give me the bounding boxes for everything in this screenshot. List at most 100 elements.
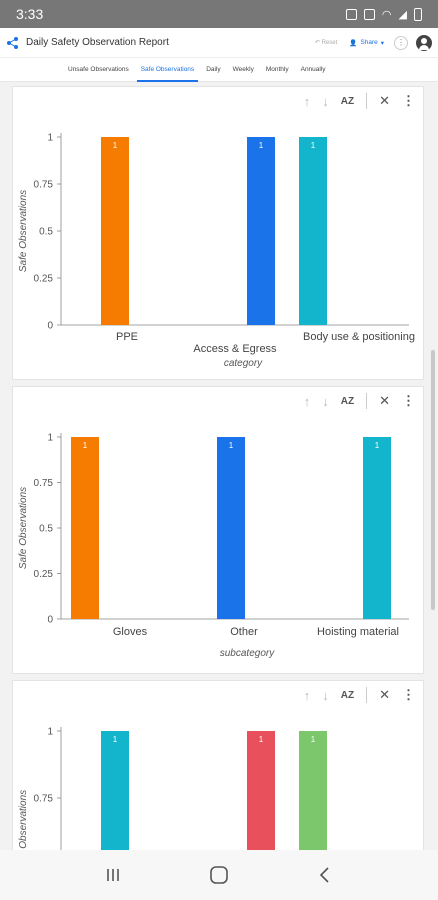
x-tick-label: Body use & positioning [303, 331, 415, 343]
x-tick-label: Gloves [113, 626, 148, 638]
status-icons: ◠ ◢ [345, 7, 422, 21]
filter-off-icon[interactable]: ✕ [379, 393, 390, 408]
x-tick-label: PPE [116, 331, 138, 343]
person-add-icon: 👤 [349, 39, 358, 47]
reset-button[interactable]: ↶ Reset [314, 40, 338, 46]
chart-card-category: ↑ ↓ AZ ✕ ⋮ 0 0.25 0.5 0.75 1 Safe Observation… [12, 86, 424, 380]
y-tick-label: 0.75 [34, 478, 54, 489]
share-button[interactable]: 👤 Share ▾ [349, 39, 384, 47]
arrow-down-icon[interactable]: ↓ [322, 93, 329, 109]
bar [247, 731, 275, 850]
arrow-down-icon[interactable]: ↓ [322, 687, 329, 703]
account-icon[interactable] [416, 34, 432, 51]
notification-icon [363, 8, 375, 20]
filter-off-icon[interactable]: ✕ [379, 93, 390, 108]
y-tick-label: 0.75 [34, 180, 54, 191]
back-icon [319, 867, 329, 883]
bar-data-label: 1 [311, 735, 316, 744]
recent-apps-button[interactable] [98, 860, 128, 890]
tab-weekly[interactable]: Weekly [232, 66, 254, 73]
bar [299, 137, 327, 325]
bar-data-label: 1 [113, 735, 118, 744]
bar-chart-subcategory: 0 0.25 0.5 0.75 1 Safe Observations 1 1 1 Gloves O… [18, 433, 409, 659]
more-vert-icon[interactable]: ⋮ [402, 393, 415, 408]
arrow-up-icon[interactable]: ↑ [303, 393, 311, 409]
app-header: Daily Safety Observation Report ↶ Reset … [0, 28, 438, 58]
home-button[interactable] [204, 860, 234, 890]
bar [101, 137, 129, 325]
arrow-up-icon[interactable]: ↑ [303, 687, 311, 703]
bar [299, 731, 327, 850]
chart-toolbar: ↑ ↓ AZ ✕ ⋮ [304, 687, 415, 703]
status-time: 3:33 [16, 6, 44, 22]
y-tick-label: 1 [47, 433, 53, 444]
tab-daily[interactable]: Daily [206, 66, 221, 73]
status-bar: 3:33 ◠ ◢ [0, 0, 438, 28]
battery-icon [414, 7, 422, 21]
report-content[interactable]: ↑ ↓ AZ ✕ ⋮ 0 0.25 0.5 0.75 1 Safe Observation… [0, 82, 438, 850]
bar-data-label: 1 [375, 441, 380, 450]
y-tick-label: 1 [47, 133, 53, 144]
filter-off-icon[interactable]: ✕ [379, 687, 390, 702]
bar-data-label: 1 [259, 141, 264, 150]
bar-data-label: 1 [83, 441, 88, 450]
more-options-button[interactable]: ⋮ [394, 35, 408, 50]
chart-toolbar: ↑ ↓ AZ ✕ ⋮ [304, 393, 415, 409]
more-vert-icon[interactable]: ⋮ [402, 93, 415, 108]
arrow-up-icon[interactable]: ↑ [303, 93, 311, 109]
y-tick-label: 0 [47, 321, 53, 332]
tab-monthly[interactable]: Monthly [265, 66, 289, 73]
y-axis-label: Safe Observations [18, 487, 29, 569]
report-title: Daily Safety Observation Report [26, 37, 169, 48]
reset-label: Reset [321, 40, 338, 46]
toolbar-divider [366, 393, 368, 409]
y-tick-label: 0.5 [39, 227, 53, 238]
y-axis-label: Safe Observations [18, 190, 29, 272]
bar [217, 437, 245, 619]
sort-az-icon[interactable]: AZ [340, 95, 355, 107]
y-tick-label: 0.25 [34, 274, 54, 285]
x-tick-label: Access & Egress [193, 343, 277, 355]
page-tabs: Unsafe Observations Safe Observations Da… [0, 58, 438, 82]
system-nav-bar [0, 850, 438, 900]
recent-apps-icon [107, 869, 119, 881]
report-logo-icon [7, 36, 18, 49]
bar-chart-category: 0 0.25 0.5 0.75 1 Safe Observations 1 1 1 PPE Acce… [18, 133, 415, 370]
y-axis-label: Safe Observations [18, 790, 29, 850]
share-label: Share [360, 39, 378, 46]
chart-toolbar: ↑ ↓ AZ ✕ ⋮ [304, 93, 415, 109]
y-tick-label: 0.5 [39, 524, 53, 535]
tab-safe-observations[interactable]: Safe Observations [135, 58, 200, 82]
y-tick-label: 0 [47, 615, 53, 626]
tab-annually[interactable]: Annually [300, 66, 326, 73]
signal-icon: ◢ [398, 8, 407, 21]
tab-unsafe-observations[interactable]: Unsafe Observations [68, 66, 129, 73]
x-axis-label: category [224, 358, 263, 369]
y-tick-label: 0.75 [34, 794, 54, 805]
back-button[interactable] [310, 860, 340, 890]
y-tick-label: 1 [47, 727, 53, 738]
bar-data-label: 1 [113, 141, 118, 150]
x-tick-label: Other [230, 626, 258, 638]
bar [101, 731, 129, 850]
bar-data-label: 1 [229, 441, 234, 450]
bar [71, 437, 99, 619]
bar-data-label: 1 [259, 735, 264, 744]
toolbar-divider [366, 687, 368, 703]
bar [363, 437, 391, 619]
x-axis-label: subcategory [220, 648, 275, 659]
bar-data-label: 1 [311, 141, 316, 150]
home-icon [210, 866, 228, 884]
scrollbar[interactable] [431, 350, 435, 610]
sort-az-icon[interactable]: AZ [340, 395, 355, 407]
arrow-down-icon[interactable]: ↓ [322, 393, 329, 409]
wifi-icon: ◠ [381, 8, 392, 21]
dropdown-arrow-icon: ▾ [380, 39, 384, 47]
bar [247, 137, 275, 325]
x-tick-label: Hoisting material [317, 626, 399, 638]
toolbar-divider [366, 93, 368, 109]
sort-az-icon[interactable]: AZ [340, 689, 355, 701]
more-vert-icon[interactable]: ⋮ [402, 687, 415, 702]
chart-card-subcategory: ↑ ↓ AZ ✕ ⋮ 0 0.25 0.5 0.75 1 Safe Observation… [12, 386, 424, 674]
